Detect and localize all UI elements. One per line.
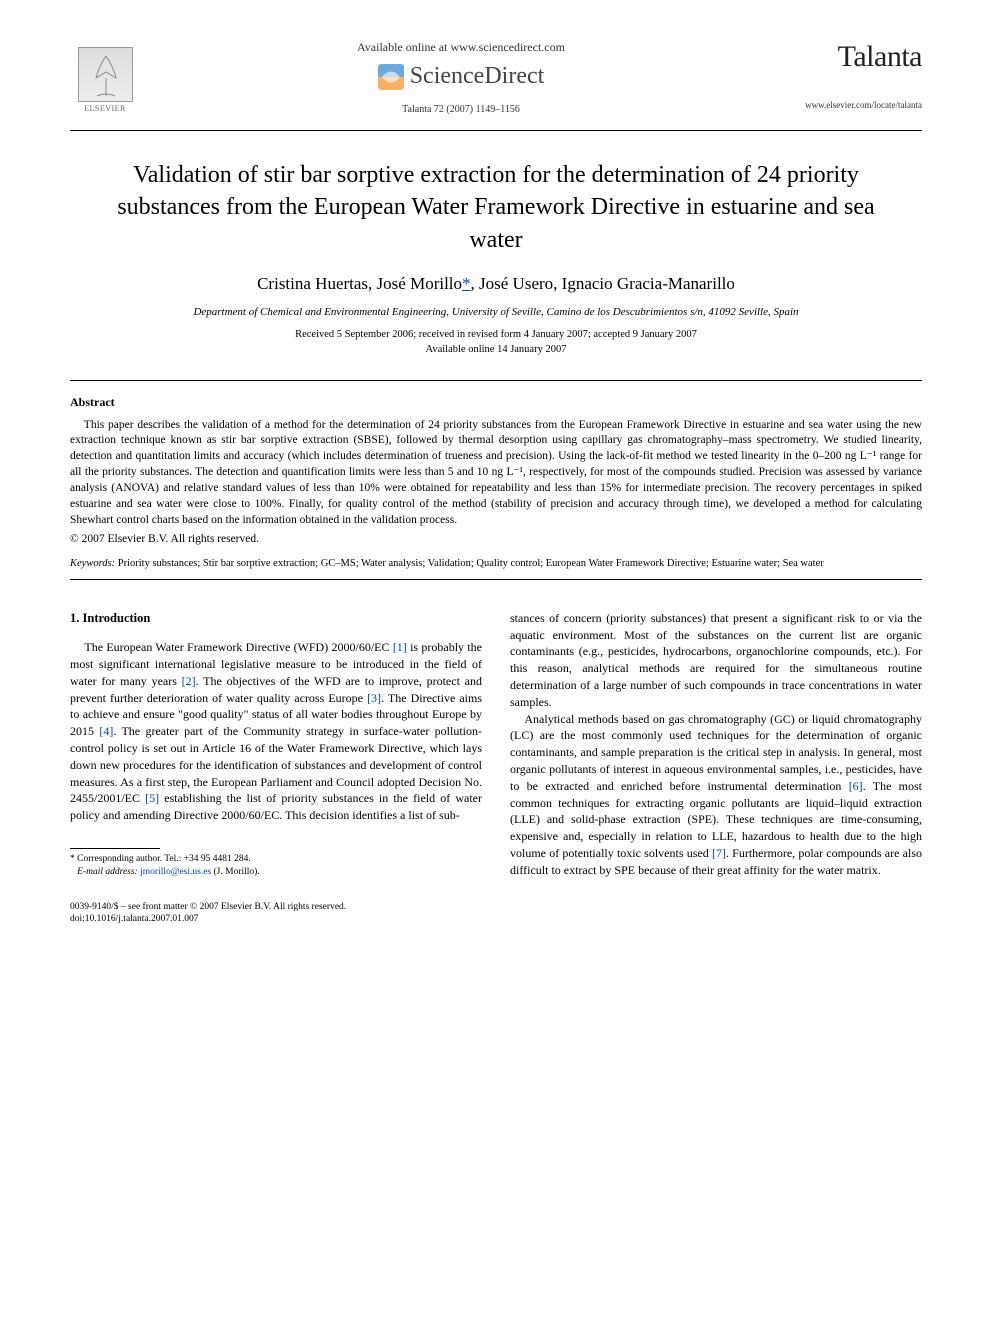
corresponding-footnote: * Corresponding author. Tel.: +34 95 448… bbox=[70, 853, 482, 879]
available-online-text: Available online at www.sciencedirect.co… bbox=[160, 40, 762, 55]
keywords-line: Keywords: Priority substances; Stir bar … bbox=[70, 557, 922, 571]
abstract-body: This paper describes the validation of a… bbox=[70, 418, 922, 529]
corresponding-marker[interactable]: * bbox=[462, 274, 471, 293]
header-rule bbox=[70, 130, 922, 131]
ref-link-3[interactable]: [3] bbox=[367, 691, 381, 705]
author-1: Cristina Huertas, bbox=[257, 274, 376, 293]
footnote-rule bbox=[70, 848, 160, 849]
right-column: stances of concern (priority substances)… bbox=[510, 610, 922, 927]
footer-issn: 0039-9140/$ – see front matter © 2007 El… bbox=[70, 901, 482, 914]
journal-logo-text: Talanta bbox=[782, 40, 922, 74]
footnote-tel: * Corresponding author. Tel.: +34 95 448… bbox=[70, 853, 482, 866]
footnote-email-line: E-mail address: jmorillo@esi.us.es (J. M… bbox=[70, 866, 482, 879]
body-columns: 1. Introduction The European Water Frame… bbox=[70, 610, 922, 927]
ref-link-7[interactable]: [7] bbox=[712, 846, 726, 860]
sciencedirect-brand: ScienceDirect bbox=[378, 63, 545, 90]
ref-link-5[interactable]: [5] bbox=[145, 791, 159, 805]
dates-received: Received 5 September 2006; received in r… bbox=[70, 328, 922, 343]
header-bar: ELSEVIER Available online at www.science… bbox=[70, 40, 922, 120]
elsevier-logo: ELSEVIER bbox=[70, 40, 140, 120]
footnote-email-name: (J. Morillo). bbox=[214, 867, 260, 877]
author-3: José Usero, bbox=[479, 274, 562, 293]
dates-online: Available online 14 January 2007 bbox=[70, 343, 922, 358]
journal-citation: Talanta 72 (2007) 1149–1156 bbox=[160, 104, 762, 115]
abstract-bottom-rule bbox=[70, 579, 922, 580]
sciencedirect-icon bbox=[378, 64, 404, 90]
footer-meta: 0039-9140/$ – see front matter © 2007 El… bbox=[70, 901, 482, 927]
abstract-heading: Abstract bbox=[70, 395, 922, 410]
keywords-label: Keywords: bbox=[70, 558, 115, 569]
ref-link-2[interactable]: [2] bbox=[182, 674, 196, 688]
keywords-text: Priority substances; Stir bar sorptive e… bbox=[115, 558, 824, 569]
intro-para-left: The European Water Framework Directive (… bbox=[70, 639, 482, 824]
elsevier-tree-icon bbox=[78, 47, 133, 102]
ref-link-6[interactable]: [6] bbox=[849, 779, 863, 793]
elsevier-label: ELSEVIER bbox=[84, 104, 126, 113]
journal-brand-block: Talanta www.elsevier.com/locate/talanta bbox=[782, 40, 922, 110]
section-1-heading: 1. Introduction bbox=[70, 610, 482, 628]
footnote-email-link[interactable]: jmorillo@esi.us.es bbox=[138, 867, 214, 877]
footnote-email-label: E-mail address: bbox=[77, 867, 138, 877]
left-column: 1. Introduction The European Water Frame… bbox=[70, 610, 482, 927]
intro-para-right-2: Analytical methods based on gas chromato… bbox=[510, 711, 922, 879]
footer-doi: doi:10.1016/j.talanta.2007.01.007 bbox=[70, 913, 482, 926]
author-2-corresponding: José Morillo*, bbox=[377, 274, 479, 293]
ref-link-4[interactable]: [4] bbox=[99, 724, 113, 738]
header-center: Available online at www.sciencedirect.co… bbox=[140, 40, 782, 115]
abstract-top-rule bbox=[70, 380, 922, 381]
author-list: Cristina Huertas, José Morillo*, José Us… bbox=[70, 274, 922, 294]
abstract-copyright: © 2007 Elsevier B.V. All rights reserved… bbox=[70, 533, 922, 545]
ref-link-1[interactable]: [1] bbox=[393, 640, 407, 654]
article-dates: Received 5 September 2006; received in r… bbox=[70, 328, 922, 357]
article-title: Validation of stir bar sorptive extracti… bbox=[70, 159, 922, 256]
intro-para-right-1: stances of concern (priority substances)… bbox=[510, 610, 922, 711]
author-4: Ignacio Gracia-Manarillo bbox=[562, 274, 735, 293]
affiliation: Department of Chemical and Environmental… bbox=[70, 306, 922, 318]
journal-url: www.elsevier.com/locate/talanta bbox=[782, 100, 922, 110]
sciencedirect-text: ScienceDirect bbox=[410, 63, 545, 90]
